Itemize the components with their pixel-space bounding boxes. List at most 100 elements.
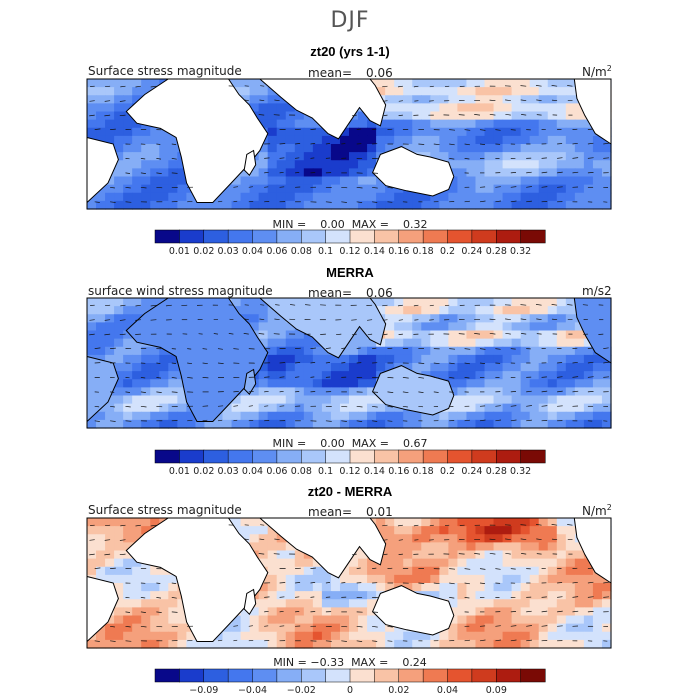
field-cell — [231, 176, 242, 186]
field-cell — [556, 363, 567, 372]
field-cell — [439, 518, 449, 527]
colorbar-swatch — [154, 229, 180, 244]
field-cell — [96, 111, 106, 121]
field-cell — [448, 87, 459, 96]
field-cell — [484, 111, 495, 121]
field-cell — [538, 346, 549, 356]
field-cell — [285, 574, 296, 584]
field-cell — [466, 184, 477, 194]
field-cell — [457, 298, 468, 307]
field-cell — [574, 346, 585, 356]
field-cell — [132, 639, 142, 649]
wind-vector — [429, 304, 434, 307]
field-cell — [285, 135, 296, 145]
wind-vector — [119, 319, 126, 321]
field-cell — [267, 534, 278, 543]
field-cell — [258, 607, 269, 617]
field-cell — [466, 419, 477, 429]
field-cell — [439, 558, 449, 568]
wind-vector — [505, 318, 511, 321]
field-cell — [511, 306, 522, 315]
wind-vector — [398, 333, 403, 335]
field-cell — [520, 168, 531, 178]
field-cell — [547, 160, 558, 169]
wind-vector — [243, 333, 249, 335]
field-cell — [358, 152, 368, 161]
field-cell — [87, 95, 97, 104]
field-cell — [276, 135, 287, 145]
field-cell — [87, 87, 97, 96]
wind-vector — [125, 420, 132, 422]
field-cell — [303, 127, 314, 137]
field-cell — [475, 566, 486, 576]
field-cell — [367, 623, 377, 633]
field-cell — [367, 168, 377, 178]
field-cell — [276, 419, 287, 429]
field-cell — [592, 574, 603, 584]
map-panel-1 — [86, 78, 612, 210]
field-cell — [276, 591, 287, 600]
field-cell — [529, 314, 540, 323]
field-cell — [502, 160, 513, 169]
field-cell — [556, 534, 567, 543]
field-cell — [529, 542, 540, 552]
wind-vector — [464, 639, 470, 642]
colorbar-tick-label: −0.04 — [238, 685, 267, 696]
field-cell — [150, 200, 160, 210]
field-cell — [466, 119, 477, 129]
field-cell — [457, 566, 468, 576]
field-cell — [574, 192, 585, 202]
field-cell — [150, 192, 160, 202]
field-cell — [231, 419, 242, 429]
wind-vector — [125, 611, 131, 613]
wind-vector — [505, 332, 511, 335]
colorbar-swatch — [471, 668, 497, 683]
field-cell — [168, 395, 178, 405]
field-cell — [258, 631, 269, 641]
field-cell — [556, 526, 567, 535]
field-cell — [141, 135, 151, 145]
field-cell — [484, 583, 495, 592]
field-cell — [123, 583, 133, 592]
wind-vector — [279, 171, 284, 174]
field-cell — [330, 411, 341, 421]
field-cell — [430, 79, 440, 88]
field-cell — [141, 152, 151, 161]
field-cell — [484, 135, 495, 145]
field-cell — [511, 127, 522, 137]
field-cell — [105, 354, 115, 364]
wind-vector — [187, 419, 193, 422]
field-cell — [168, 639, 178, 649]
field-cell — [321, 144, 332, 153]
field-cell — [285, 631, 296, 641]
wind-vector — [325, 582, 331, 584]
field-cell — [358, 631, 368, 641]
field-cell — [574, 127, 585, 137]
wind-vector — [274, 538, 280, 541]
field-cell — [339, 379, 350, 388]
field-cell — [168, 184, 178, 194]
colorbar-swatch — [203, 668, 229, 683]
field-cell — [132, 160, 142, 169]
colorbar-swatch — [374, 449, 400, 464]
field-cell — [583, 119, 594, 129]
field-cell — [312, 168, 323, 178]
wind-vector — [341, 201, 347, 203]
field-cell — [574, 379, 585, 388]
colorbar-tick-label: 0.09 — [486, 685, 507, 696]
field-cell — [376, 354, 386, 364]
field-cell — [294, 411, 305, 421]
field-cell — [520, 330, 531, 340]
wind-vector — [140, 186, 147, 189]
field-cell — [448, 152, 459, 161]
field-cell — [105, 95, 115, 104]
field-cell — [312, 583, 323, 592]
field-cell — [502, 338, 513, 348]
field-cell — [421, 526, 431, 535]
wind-vector — [449, 362, 455, 365]
wind-vector — [582, 304, 588, 306]
field-cell — [339, 574, 350, 584]
field-cell — [430, 566, 440, 576]
field-cell — [105, 314, 115, 323]
field-cell — [105, 411, 115, 421]
